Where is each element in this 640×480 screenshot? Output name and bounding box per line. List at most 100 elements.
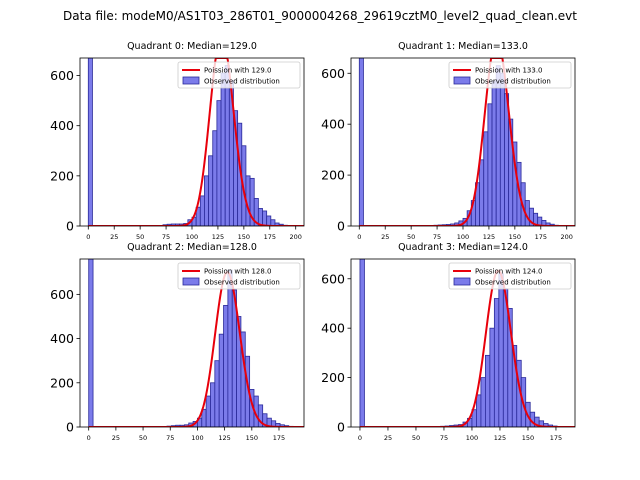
y-tick-label: 200 bbox=[50, 168, 74, 183]
x-tick-label: 75 bbox=[162, 233, 170, 241]
histogram-bar bbox=[476, 394, 482, 427]
histogram-bar bbox=[359, 259, 365, 427]
histogram-bar bbox=[499, 72, 505, 226]
legend-box bbox=[177, 262, 301, 290]
x-tick-label: 0 bbox=[357, 233, 361, 241]
histogram-bar bbox=[208, 155, 214, 226]
x-tick-label: 25 bbox=[384, 434, 392, 442]
legend-hist-label: Observed distribution bbox=[475, 78, 551, 86]
x-tick-label: 100 bbox=[457, 233, 469, 241]
x-tick-label: 150 bbox=[246, 434, 258, 442]
y-tick-label: 200 bbox=[321, 168, 345, 183]
y-tick-label: 600 bbox=[50, 287, 74, 302]
histogram-bar bbox=[210, 382, 216, 427]
legend-hist-label: Observed distribution bbox=[204, 279, 280, 287]
chart-panel-3: Quadrant 3: Median=124.0 0 25 50 75 100 125 150… bbox=[321, 242, 576, 442]
histogram-bar bbox=[491, 80, 497, 226]
x-tick-label: 100 bbox=[466, 434, 478, 442]
chart-title: Quadrant 1: Median=133.0 bbox=[398, 41, 528, 52]
histogram-bar bbox=[483, 131, 489, 226]
legend-hist-swatch bbox=[182, 277, 200, 286]
x-tick-label: 200 bbox=[560, 233, 572, 241]
y-tick-label: 200 bbox=[321, 370, 345, 385]
histogram-bar bbox=[493, 298, 500, 427]
legend-fit-label: Poission with 133.0 bbox=[475, 67, 543, 75]
y-tick-label: 200 bbox=[50, 375, 74, 390]
histogram-bar bbox=[220, 72, 226, 226]
legend-hist-label: Observed distribution bbox=[475, 279, 551, 287]
histogram-bar bbox=[266, 215, 272, 226]
y-tick-label: 0 bbox=[337, 420, 345, 435]
y-tick-label: 0 bbox=[66, 219, 74, 234]
histogram-bar bbox=[88, 259, 94, 427]
y-tick-label: 0 bbox=[66, 420, 74, 435]
poisson-fit-line bbox=[359, 58, 575, 226]
chart-panel-0: Quadrant 0: Median=129.0 0 25 50 75 100 125 150… bbox=[50, 41, 305, 241]
x-tick-label: 25 bbox=[110, 233, 118, 241]
y-tick-label: 600 bbox=[321, 66, 345, 81]
x-tick-label: 50 bbox=[136, 233, 144, 241]
histogram-bar bbox=[498, 273, 504, 427]
x-tick-label: 50 bbox=[412, 434, 420, 442]
poisson-fit-line bbox=[359, 269, 575, 427]
legend: Poission with 124.0 Observed distribution bbox=[448, 262, 572, 290]
y-tick-label: 400 bbox=[50, 331, 74, 346]
x-tick-label: 125 bbox=[494, 434, 506, 442]
histogram-bar bbox=[199, 195, 205, 226]
legend-box bbox=[448, 262, 572, 290]
histogram-bar bbox=[489, 327, 495, 427]
y-tick-label: 600 bbox=[50, 68, 74, 83]
poisson-fit-line bbox=[88, 271, 304, 427]
chart-title: Quadrant 0: Median=129.0 bbox=[127, 41, 257, 52]
histogram-bar bbox=[480, 377, 486, 427]
legend: Poission with 129.0 Observed distribution bbox=[177, 61, 301, 89]
chart-title: Quadrant 3: Median=124.0 bbox=[398, 242, 528, 253]
x-tick-label: 175 bbox=[264, 233, 276, 241]
x-tick-label: 100 bbox=[191, 434, 203, 442]
x-tick-label: 125 bbox=[212, 233, 224, 241]
histogram-bar bbox=[224, 65, 230, 226]
x-tick-label: 125 bbox=[483, 233, 495, 241]
histogram-bar bbox=[484, 354, 491, 427]
y-tick-label: 400 bbox=[50, 118, 74, 133]
legend-box bbox=[177, 61, 301, 89]
x-tick-label: 150 bbox=[522, 434, 534, 442]
histogram-bar bbox=[223, 305, 229, 427]
y-tick-label: 600 bbox=[321, 271, 345, 286]
histogram-bar bbox=[218, 333, 224, 427]
legend: Poission with 133.0 Observed distribution bbox=[448, 61, 572, 89]
y-tick-label: 0 bbox=[337, 219, 345, 234]
legend-fit-label: Poission with 124.0 bbox=[475, 268, 543, 276]
legend-fit-label: Poission with 129.0 bbox=[204, 67, 272, 75]
legend-box bbox=[448, 61, 572, 89]
legend-hist-swatch bbox=[182, 76, 200, 85]
x-tick-label: 50 bbox=[407, 233, 415, 241]
x-tick-label: 175 bbox=[535, 233, 547, 241]
histogram-bar bbox=[87, 58, 93, 226]
histogram-bar bbox=[212, 130, 218, 226]
legend-hist-swatch bbox=[453, 76, 471, 85]
x-tick-label: 75 bbox=[440, 434, 448, 442]
axes-frame bbox=[350, 258, 576, 428]
histogram-bars bbox=[88, 259, 298, 427]
chart-panel-1: Quadrant 1: Median=133.0 0 25 50 75 100 125 150… bbox=[321, 41, 576, 241]
x-tick-label: 50 bbox=[139, 434, 147, 442]
histogram-bar bbox=[205, 395, 211, 427]
x-tick-label: 150 bbox=[509, 233, 521, 241]
histogram-bar bbox=[262, 210, 268, 226]
x-tick-label: 125 bbox=[218, 434, 230, 442]
x-tick-label: 0 bbox=[87, 434, 91, 442]
x-tick-label: 200 bbox=[289, 233, 301, 241]
x-tick-label: 175 bbox=[550, 434, 562, 442]
x-tick-label: 0 bbox=[86, 233, 90, 241]
legend-hist-label: Observed distribution bbox=[204, 78, 280, 86]
x-tick-label: 175 bbox=[273, 434, 285, 442]
chart-panel-2: Quadrant 2: Median=128.0 0 25 50 75 100 125 150… bbox=[50, 242, 305, 442]
legend-fit-label: Poission with 128.0 bbox=[204, 268, 272, 276]
histogram-bar bbox=[214, 360, 220, 427]
x-tick-label: 0 bbox=[358, 434, 362, 442]
figure-title: Data file: modeM0/AS1T03_286T01_90000042… bbox=[63, 9, 577, 23]
y-tick-label: 400 bbox=[321, 117, 345, 132]
x-tick-label: 25 bbox=[112, 434, 120, 442]
